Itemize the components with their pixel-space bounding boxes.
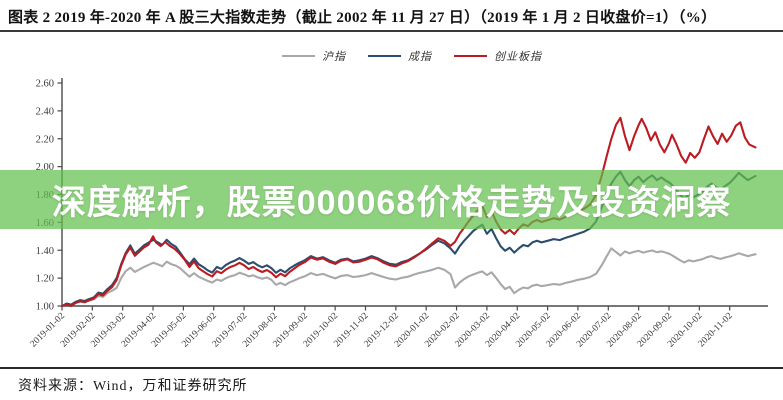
watermark-text: 深度解析，股票000068价格走势及投资洞察 <box>51 184 732 222</box>
y-tick-label: 2.40 <box>36 106 54 117</box>
legend-line-swatch <box>454 55 487 57</box>
series-line-shanghai-index <box>60 247 757 308</box>
y-tick-label: 1.00 <box>36 302 54 313</box>
legend-label: 沪指 <box>322 51 346 63</box>
figure-title: 图表 2 2019 年-2020 年 A 股三大指数走势（截止 2002 年 1… <box>8 10 717 26</box>
chart-legend: 沪指 成指 创业板指 <box>62 48 762 64</box>
footer-divider <box>0 367 783 369</box>
source-note: 资料来源：Wind，万和证券研究所 <box>18 379 248 394</box>
y-tick-label: 2.60 <box>36 79 54 90</box>
y-tick-label: 1.20 <box>36 274 54 285</box>
series-line-chinext-index <box>60 116 757 308</box>
y-tick-label: 2.00 <box>36 162 54 173</box>
legend-line-swatch <box>282 55 315 57</box>
y-tick-label: 2.20 <box>36 134 54 145</box>
watermark-banner: 深度解析，股票000068价格走势及投资洞察 <box>0 170 783 229</box>
title-divider <box>0 30 783 32</box>
legend-line-swatch <box>368 55 401 57</box>
legend-item-shanghai-index: 沪指 <box>282 48 346 64</box>
legend-label: 成指 <box>408 51 432 63</box>
legend-item-chinext-index: 创业板指 <box>454 48 542 64</box>
legend-item-shenzhen-component-index: 成指 <box>368 48 432 64</box>
legend-label: 创业板指 <box>494 51 542 63</box>
y-tick-label: 1.40 <box>36 246 54 257</box>
